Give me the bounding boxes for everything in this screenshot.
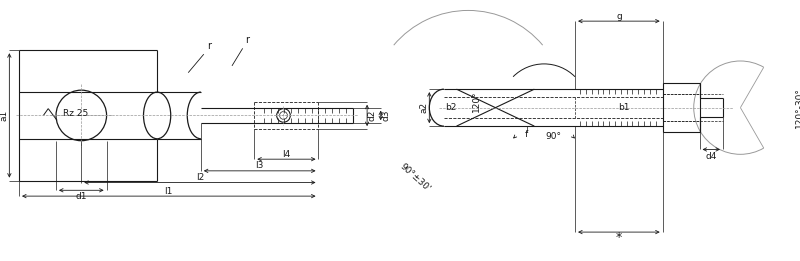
Text: 120°: 120°: [471, 90, 481, 112]
Text: l4: l4: [282, 150, 290, 159]
Text: d3: d3: [381, 110, 390, 121]
Text: r: r: [206, 41, 210, 51]
Text: l3: l3: [255, 162, 264, 170]
Text: g: g: [616, 12, 622, 21]
Text: r: r: [246, 35, 250, 45]
Text: a1: a1: [0, 110, 9, 121]
Text: b1: b1: [618, 103, 630, 112]
Text: l1: l1: [165, 187, 173, 196]
Text: 90°±30': 90°±30': [398, 162, 432, 194]
Text: *: *: [616, 232, 622, 244]
Text: 120°-30°: 120°-30°: [795, 87, 800, 128]
Text: f: f: [525, 130, 528, 139]
Text: d4: d4: [706, 152, 717, 161]
Text: d2: d2: [367, 110, 377, 121]
Text: a2: a2: [420, 102, 429, 113]
Text: d1: d1: [75, 192, 87, 201]
Text: l2: l2: [196, 173, 204, 182]
Text: 90°: 90°: [546, 132, 562, 141]
Text: b2: b2: [445, 103, 456, 112]
Text: Rz 25: Rz 25: [63, 109, 88, 118]
